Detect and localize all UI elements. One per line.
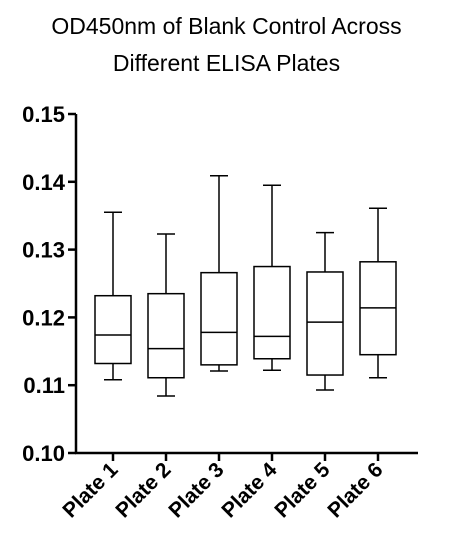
x-tick-label: Plate 4 <box>217 458 281 522</box>
y-tick-label: 0.15 <box>22 102 65 127</box>
box-3 <box>200 271 238 366</box>
x-tick-label: Plate 2 <box>111 458 175 522</box>
y-tick-label: 0.13 <box>22 238 65 263</box>
chart-title: OD450nm of Blank Control Across <box>51 13 402 39</box>
y-tick-label: 0.12 <box>22 305 65 330</box>
box-1 <box>94 294 132 365</box>
box-5 <box>306 271 344 376</box>
box-2 <box>147 292 185 379</box>
x-tick-label: Plate 5 <box>270 458 334 522</box>
y-tick-label: 0.11 <box>23 373 65 398</box>
x-tick-label: Plate 3 <box>164 458 228 522</box>
chart-subtitle: Different ELISA Plates <box>112 50 341 76</box>
x-tick-label: Plate 6 <box>323 458 387 522</box>
x-tick-label: Plate 1 <box>58 458 122 522</box>
box-4 <box>253 265 291 360</box>
y-tick-label: 0.10 <box>22 441 65 466</box>
y-tick-label: 0.14 <box>22 170 66 195</box>
